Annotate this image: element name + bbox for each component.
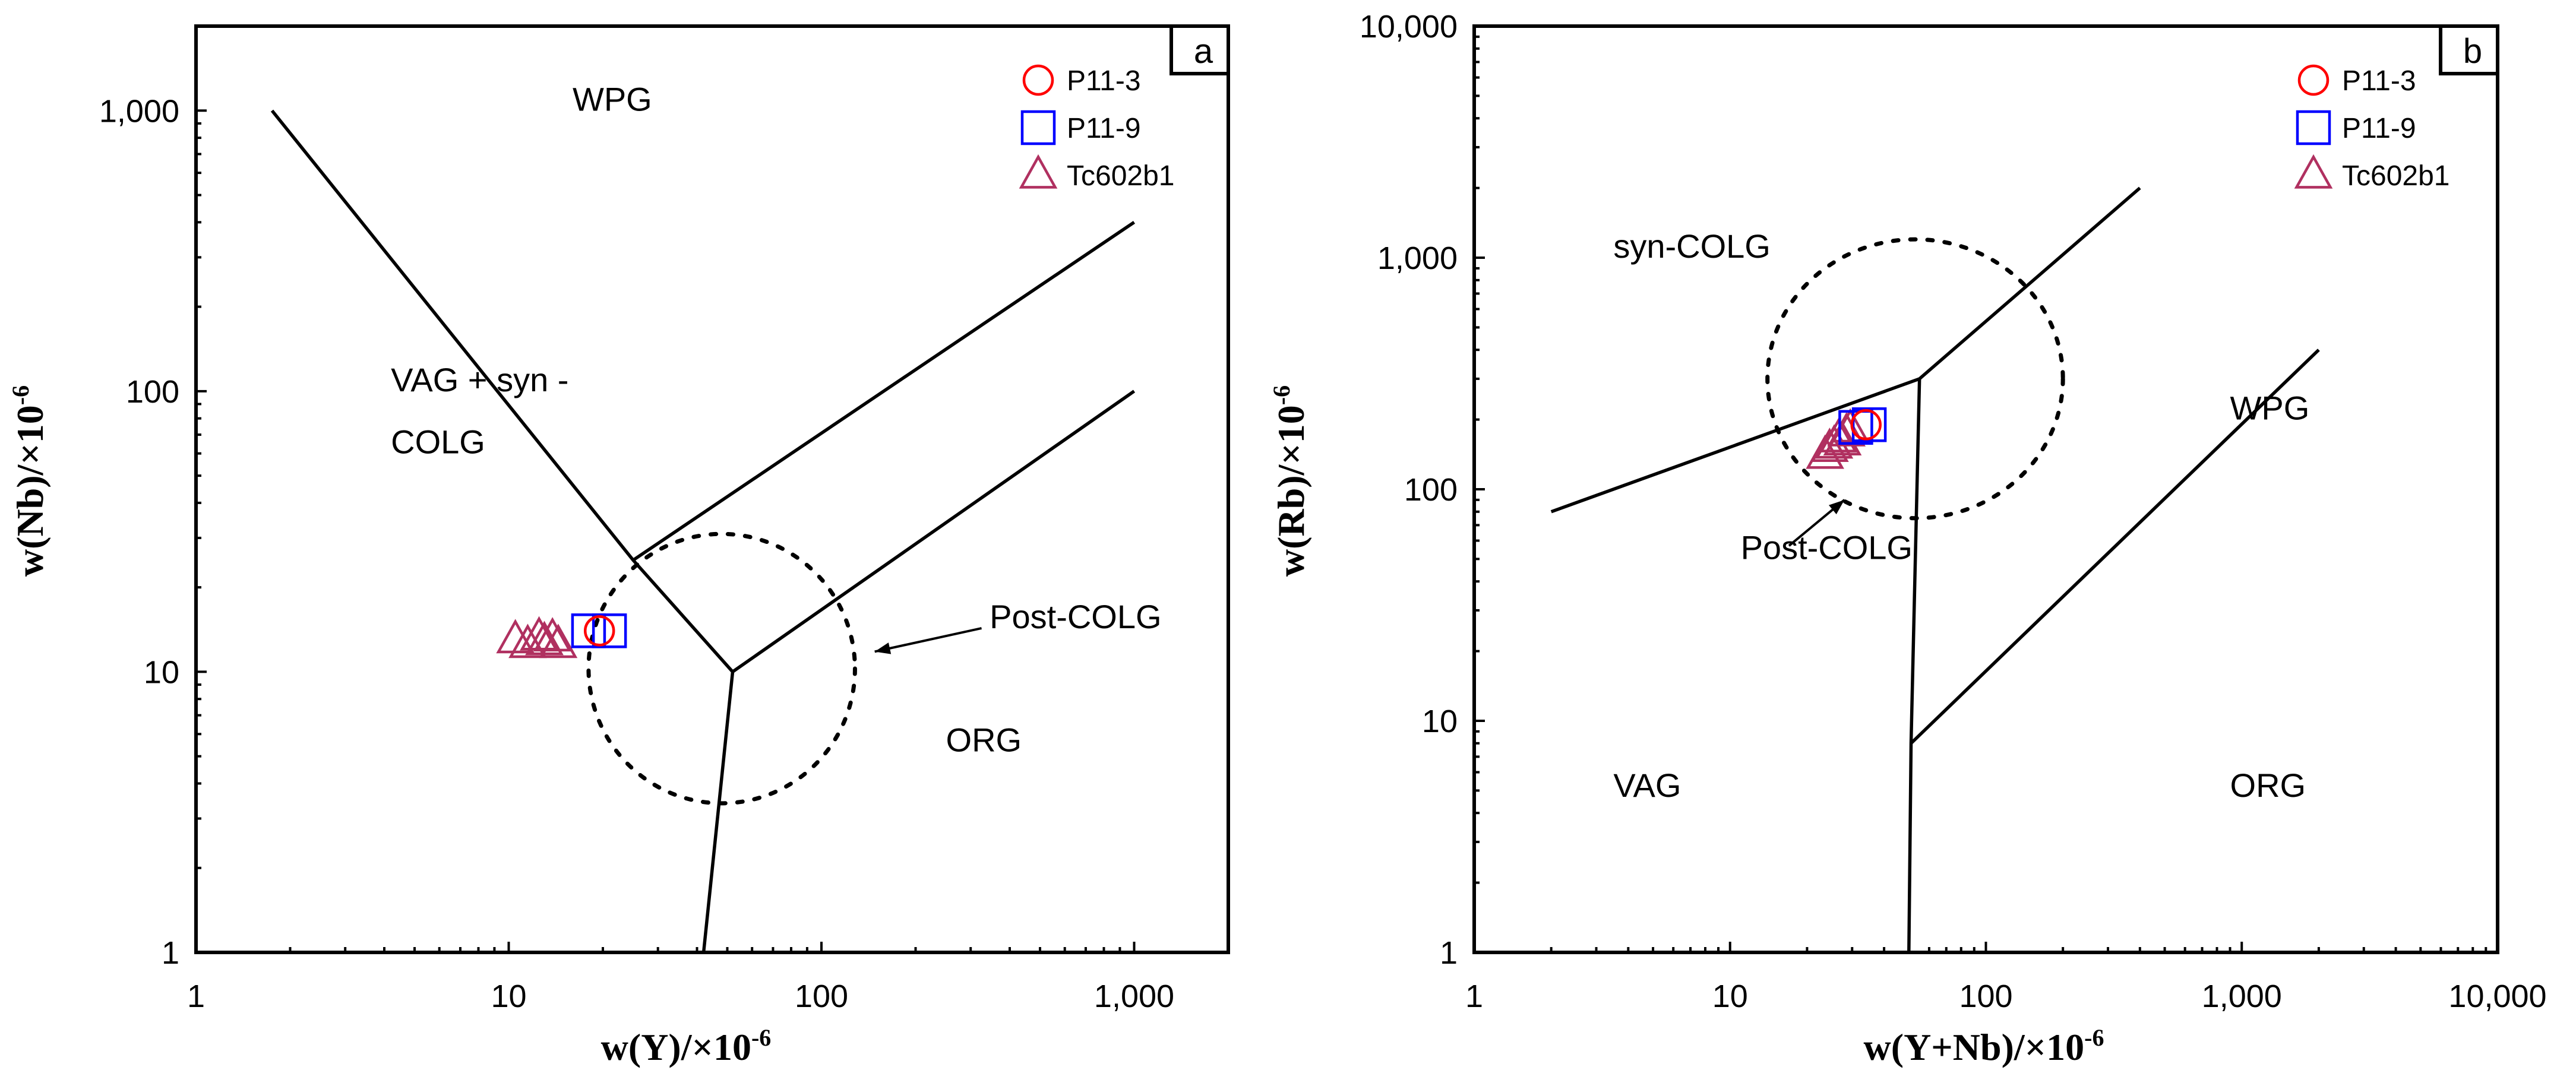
x-axis-title-text: w(Y)/×10: [601, 1026, 751, 1068]
y-axis-title-exponent: -6: [1268, 385, 1295, 405]
x-tick-label: 100: [795, 979, 848, 1014]
legend-marker-circle-icon: [1022, 64, 1054, 96]
field-label-vag-syn-colg-2: COLG: [391, 423, 485, 461]
field-label-wpg: WPG: [573, 80, 652, 118]
data-point-p11-9: [571, 613, 606, 648]
data-point-tc602b1: [1819, 417, 1858, 452]
x-tick-label: 10: [491, 979, 526, 1014]
y-axis-title: w(Nb)/×10-6: [7, 385, 51, 577]
x-tick-label: 1: [187, 979, 205, 1014]
x-tick-label: 1,000: [1094, 979, 1174, 1014]
data-point-p11-9: [592, 613, 627, 648]
x-tick-label: 100: [1959, 979, 2012, 1014]
y-axis-title-exponent: -6: [7, 385, 34, 405]
x-tick-label: 1: [1465, 979, 1483, 1014]
post-colg-field: [586, 531, 857, 806]
field-label-org: ORG: [2230, 767, 2306, 804]
data-point-tc602b1: [1827, 412, 1866, 447]
field-label-vag-syn-colg-1: VAG + syn -: [391, 361, 568, 398]
y-axis-title-text: w(Rb)/×10: [1270, 405, 1312, 577]
legend-marker-square-icon: [2296, 110, 2331, 145]
legend-label: Tc602b1: [2342, 160, 2449, 192]
data-point-p11-9: [1838, 410, 1873, 445]
y-tick-label: 10: [1422, 704, 1458, 739]
data-point-tc602b1: [508, 623, 547, 658]
y-axis-title: w(Rb)/×10-6: [1268, 385, 1312, 577]
data-point-p11-9: [1851, 407, 1887, 442]
x-tick-label: 10,000: [2448, 979, 2546, 1014]
legend-label: P11-3: [2342, 65, 2416, 97]
legend-label: P11-9: [1067, 113, 1141, 144]
x-axis-title: w(Y)/×10-6: [601, 1024, 772, 1068]
x-tick-label: 10: [1712, 979, 1748, 1014]
y-tick-label: 100: [1404, 472, 1458, 508]
arrow-head-icon: [1828, 499, 1845, 515]
post-colg-field: [1765, 237, 2065, 521]
panel-tag-box: [2439, 24, 2499, 75]
y-tick-label: 1,000: [99, 93, 179, 129]
x-axis-title-text: w(Y+Nb)/×10: [1864, 1026, 2085, 1068]
panel-tag: b: [2463, 32, 2482, 71]
legend-marker-triangle-icon: [1019, 154, 1058, 189]
legend-marker-triangle-icon: [2294, 154, 2333, 189]
panel-a: 1 10 100 1,0001101001,000w(Y)/×10-6w(Nb)/×1…: [7, 24, 1230, 1068]
legend-label: Tc602b1: [1067, 160, 1174, 192]
y-tick-label: 1: [1440, 935, 1458, 971]
x-axis-title: w(Y+Nb)/×10-6: [1864, 1024, 2104, 1068]
y-tick-label: 1,000: [1377, 240, 1458, 276]
data-point-tc602b1: [539, 623, 578, 658]
plot-frame: [194, 24, 1230, 954]
field-boundary: [270, 109, 735, 953]
y-tick-label: 1: [162, 935, 179, 971]
data-point-tc602b1: [496, 619, 535, 654]
field-boundary: [1910, 349, 2320, 745]
field-label-post-colg: Post-COLG: [990, 598, 1161, 635]
field-boundary: [632, 221, 1136, 562]
field-boundary: [731, 390, 1136, 673]
field-boundary: [1907, 378, 1921, 953]
y-tick-label: 100: [126, 374, 179, 410]
y-tick-label: 10: [144, 654, 179, 690]
panel-tag-box: [1170, 24, 1230, 75]
field-label-post-colg: Post-COLG: [1741, 528, 1913, 566]
y-tick-label: 10,000: [1360, 9, 1458, 45]
legend-label: P11-9: [2342, 113, 2416, 144]
field-label-vag: VAG: [1613, 767, 1681, 804]
annotation-arrow: [874, 627, 982, 653]
x-axis-title-exponent: -6: [2084, 1024, 2104, 1051]
panel-tag: a: [1194, 32, 1213, 71]
field-label-wpg: WPG: [2230, 390, 2310, 427]
y-axis-title-text: w(Nb)/×10: [9, 405, 51, 577]
data-point-tc602b1: [533, 617, 572, 652]
legend-label: P11-3: [1067, 65, 1141, 97]
legend-marker-square-icon: [1020, 110, 1056, 145]
data-point-p11-3: [1850, 409, 1882, 441]
panel-b: 1 10 100 1,000 10,000 1 10 100 1,000 10,000 w(Y+Nb…: [1268, 9, 2547, 1068]
field-label-org: ORG: [946, 721, 1022, 759]
field-label-syn-colg: syn-COLG: [1613, 227, 1771, 265]
arrow-head-icon: [874, 642, 892, 654]
legend-marker-circle-icon: [2297, 64, 2330, 96]
x-axis-title-exponent: -6: [751, 1024, 771, 1051]
data-point-p11-3: [583, 615, 615, 647]
x-tick-label: 1,000: [2202, 979, 2282, 1014]
data-point-tc602b1: [1831, 408, 1870, 443]
